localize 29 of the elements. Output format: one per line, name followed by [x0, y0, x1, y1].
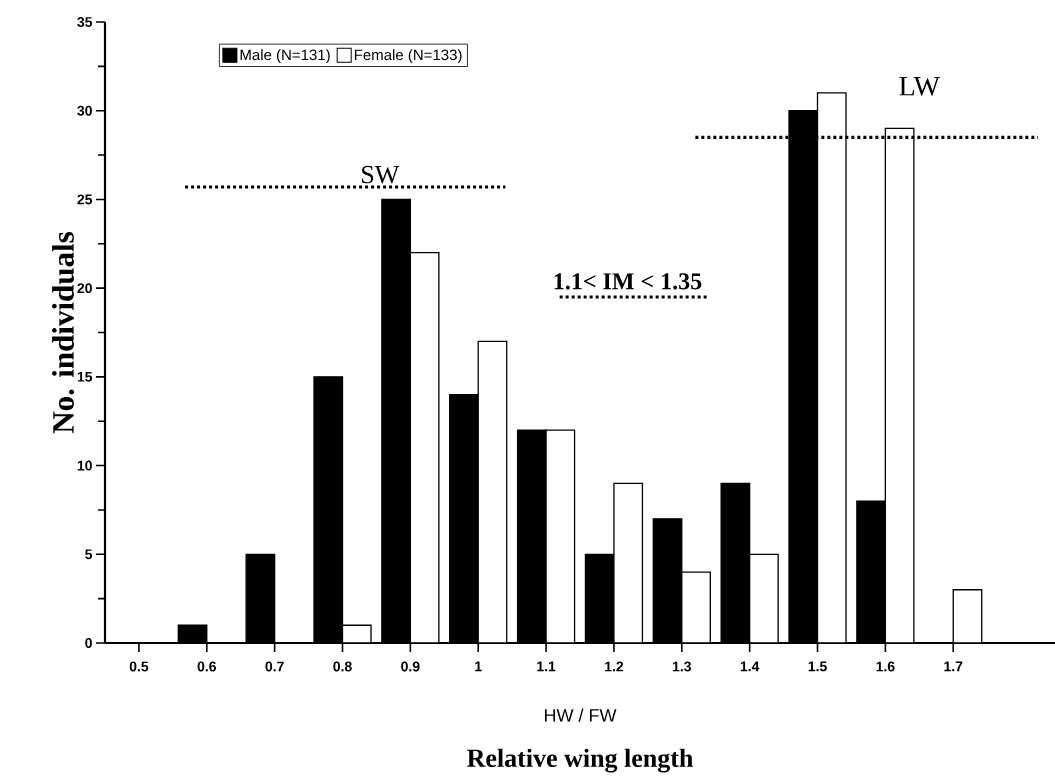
- y-tick-label: 35: [77, 17, 93, 27]
- y-tick-label: 5: [85, 549, 93, 560]
- y-tick-label: 0: [85, 638, 92, 648]
- y-tick-label: 15: [77, 371, 93, 382]
- y-axis-title: No. individuals: [52, 232, 75, 434]
- text: Relative wing length: [467, 748, 694, 773]
- x-tick-label: 0.9: [401, 661, 420, 672]
- x-tick-label: 1: [475, 661, 482, 672]
- x-tick-label: 1.1: [537, 661, 556, 672]
- ref-line-label: SW: [362, 165, 400, 184]
- ref-line-label: LW: [899, 77, 940, 96]
- x-tick-label: 1.3: [672, 661, 692, 672]
- x-tick-label: 1.5: [808, 661, 827, 672]
- x-tick-label: 1.4: [740, 661, 760, 672]
- legend-label: Female (N=133): [354, 49, 462, 64]
- x-axis-title: HW / FW: [544, 708, 617, 722]
- x-tick-label: 0.5: [129, 661, 149, 672]
- x-tick-label: 1.2: [605, 661, 624, 672]
- y-tick-label: 25: [77, 194, 93, 205]
- x-tick-label: 1.6: [876, 661, 895, 672]
- y-tick-label: 20: [77, 283, 92, 294]
- legend-label: Male (N=131): [240, 49, 330, 64]
- x-tick-label: 0.6: [197, 661, 217, 672]
- x-tick-label: 0.8: [333, 661, 352, 672]
- x-tick-label: 0.7: [265, 661, 284, 672]
- y-tick-label: 30: [77, 105, 92, 116]
- y-tick-label: 10: [77, 460, 92, 471]
- ref-line-label: 1.1< IM < 1.35: [554, 273, 702, 290]
- x-tick-label: 1.7: [944, 661, 963, 672]
